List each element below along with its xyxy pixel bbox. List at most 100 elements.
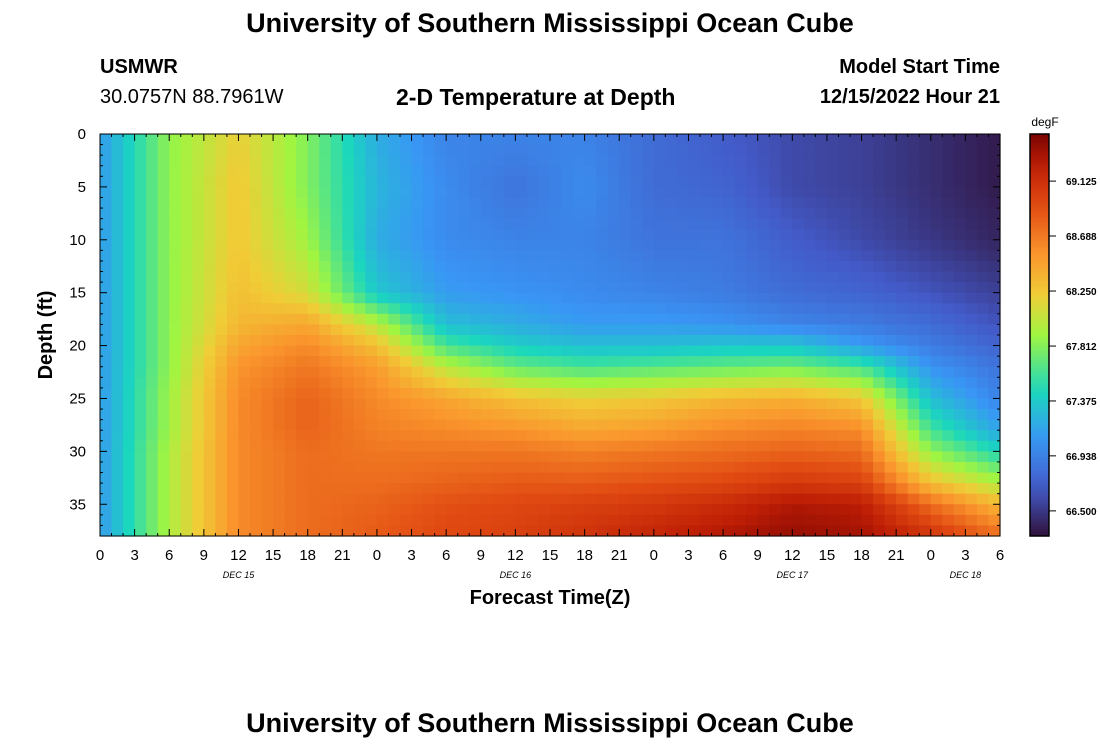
heatmap-cell bbox=[769, 366, 782, 378]
heatmap-cell bbox=[792, 335, 805, 347]
heatmap-cell bbox=[976, 239, 990, 251]
heatmap-cell bbox=[215, 440, 228, 452]
heatmap-cell bbox=[873, 324, 886, 336]
heatmap-cell bbox=[376, 440, 390, 452]
heatmap-cell bbox=[850, 345, 863, 357]
heatmap-cell bbox=[619, 409, 632, 421]
x-tick-label: 18 bbox=[299, 547, 316, 564]
heatmap-cell bbox=[988, 504, 1001, 516]
heatmap-cell bbox=[930, 335, 943, 347]
heatmap-cell bbox=[688, 493, 701, 505]
heatmap-cell bbox=[838, 451, 851, 463]
heatmap-cell bbox=[319, 472, 332, 484]
heatmap-cell bbox=[538, 409, 551, 421]
heatmap-cell bbox=[700, 430, 713, 442]
heatmap-cell bbox=[792, 419, 805, 431]
heatmap-cell bbox=[111, 398, 124, 410]
heatmap-cell bbox=[550, 430, 563, 442]
heatmap-cell bbox=[146, 271, 159, 283]
heatmap-cell bbox=[769, 461, 782, 474]
heatmap-cell bbox=[826, 409, 840, 421]
heatmap-cell bbox=[284, 218, 297, 230]
heatmap-cell bbox=[446, 144, 459, 156]
heatmap-cell bbox=[573, 176, 586, 188]
heatmap-cell bbox=[976, 472, 990, 484]
heatmap-cell bbox=[492, 514, 505, 527]
heatmap-cell bbox=[226, 493, 240, 505]
heatmap-cell bbox=[503, 282, 516, 294]
heatmap-cell bbox=[642, 345, 655, 357]
heatmap-cell bbox=[503, 419, 516, 431]
heatmap-cell bbox=[238, 303, 251, 315]
heatmap-cell bbox=[723, 313, 736, 326]
heatmap-cell bbox=[942, 387, 955, 400]
heatmap-cell bbox=[826, 218, 840, 230]
colorbar-tick-label: 67.375 bbox=[1066, 397, 1097, 408]
heatmap-cell bbox=[423, 144, 436, 156]
heatmap-cell bbox=[538, 398, 551, 410]
heatmap-cell bbox=[492, 440, 505, 452]
heatmap-cell bbox=[584, 303, 597, 315]
heatmap-cell bbox=[700, 356, 713, 368]
heatmap-cell bbox=[365, 398, 378, 410]
heatmap-cell bbox=[353, 218, 366, 230]
heatmap-cell bbox=[146, 387, 159, 400]
heatmap-cell bbox=[296, 461, 309, 474]
heatmap-cell bbox=[203, 155, 216, 167]
heatmap-cell bbox=[457, 409, 470, 421]
heatmap-cell bbox=[400, 250, 413, 262]
heatmap-cell bbox=[607, 387, 620, 400]
heatmap-cell bbox=[988, 345, 1001, 357]
heatmap-cell bbox=[400, 409, 413, 421]
heatmap-cell bbox=[723, 282, 736, 294]
heatmap-cell bbox=[896, 504, 909, 516]
heatmap-cell bbox=[423, 229, 436, 241]
heatmap-cell bbox=[561, 419, 574, 431]
heatmap-cell bbox=[515, 282, 528, 294]
heatmap-cell bbox=[907, 451, 920, 463]
heatmap-cell bbox=[376, 324, 390, 336]
heatmap-cell bbox=[907, 440, 920, 452]
heatmap-cell bbox=[342, 366, 355, 378]
heatmap-cell bbox=[988, 472, 1001, 484]
heatmap-cell bbox=[400, 239, 413, 251]
heatmap-cell bbox=[688, 218, 701, 230]
heatmap-cell bbox=[411, 335, 424, 347]
heatmap-cell bbox=[700, 282, 713, 294]
heatmap-cell bbox=[388, 451, 401, 463]
heatmap-cell bbox=[653, 208, 666, 220]
heatmap-cell bbox=[100, 525, 113, 537]
heatmap-cell bbox=[988, 419, 1001, 431]
heatmap-cell bbox=[953, 313, 966, 326]
heatmap-cell bbox=[757, 239, 770, 251]
heatmap-cell bbox=[676, 292, 690, 304]
heatmap-cell bbox=[988, 165, 1001, 177]
heatmap-cell bbox=[711, 260, 724, 273]
heatmap-cell bbox=[688, 303, 701, 315]
heatmap-cell bbox=[965, 430, 978, 442]
heatmap-cell bbox=[769, 186, 782, 199]
heatmap-cell bbox=[480, 197, 493, 209]
heatmap-cell bbox=[376, 430, 390, 442]
heatmap-cell bbox=[596, 176, 609, 188]
heatmap-cell bbox=[976, 356, 990, 368]
heatmap-cell bbox=[296, 271, 309, 283]
heatmap-cell bbox=[988, 260, 1001, 273]
heatmap-cell bbox=[123, 525, 136, 537]
heatmap-cell bbox=[446, 356, 459, 368]
heatmap-cell bbox=[388, 440, 401, 452]
heatmap-cell bbox=[157, 260, 170, 273]
heatmap-cell bbox=[573, 144, 586, 156]
heatmap-cell bbox=[330, 387, 343, 400]
heatmap-cell bbox=[319, 271, 332, 283]
heatmap-cell bbox=[192, 303, 205, 315]
heatmap-cell bbox=[400, 271, 413, 283]
heatmap-cell bbox=[250, 208, 263, 220]
heatmap-cell bbox=[711, 176, 724, 188]
heatmap-cell bbox=[619, 176, 632, 188]
heatmap-cell bbox=[653, 472, 666, 484]
heatmap-cell bbox=[907, 186, 920, 199]
heatmap-cell bbox=[815, 303, 828, 315]
heatmap-cell bbox=[734, 134, 747, 146]
heatmap-cell bbox=[976, 493, 990, 505]
